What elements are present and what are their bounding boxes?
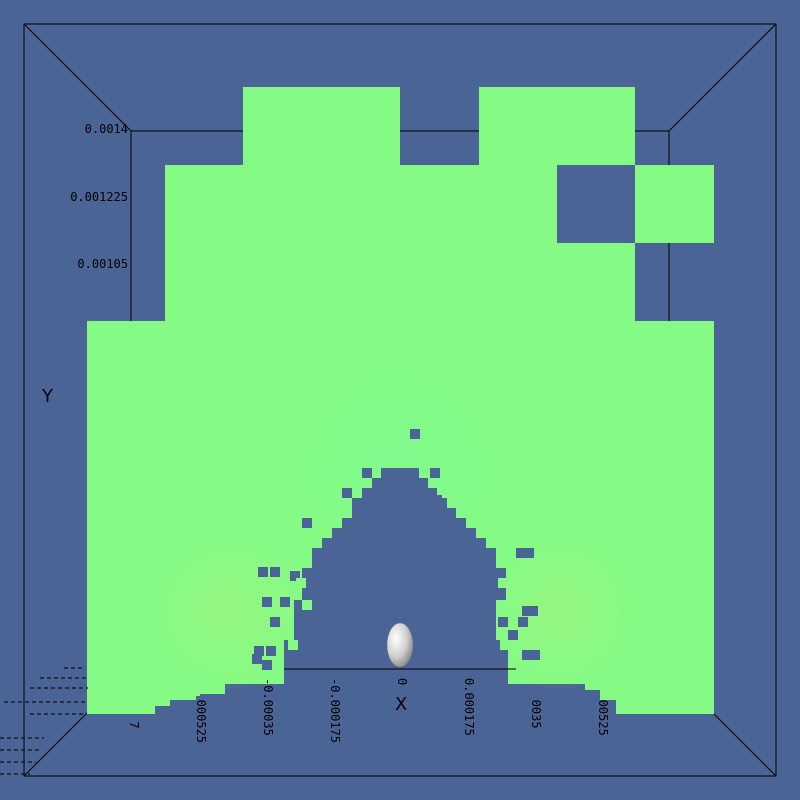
field-speckle bbox=[296, 578, 306, 588]
y-axis-title: Y bbox=[42, 386, 53, 407]
field-void-speckle bbox=[518, 617, 528, 627]
field-void-speckle bbox=[516, 548, 526, 558]
field-speckles bbox=[196, 429, 540, 706]
x-tick-label: -0.000175 bbox=[328, 678, 342, 744]
x-axis-title: X bbox=[395, 694, 408, 715]
field-void-speckle bbox=[522, 606, 532, 616]
field-speckle bbox=[296, 548, 306, 558]
field-void-speckle bbox=[208, 696, 218, 706]
field-void-speckle bbox=[196, 696, 206, 706]
field-speckle bbox=[496, 600, 506, 610]
field-speckle bbox=[288, 640, 298, 650]
volume-field-region bbox=[87, 87, 714, 714]
field-void-speckle bbox=[252, 654, 262, 664]
x-tick-label: -0.00035 bbox=[261, 678, 275, 736]
y-tick-label: 0.0014 bbox=[84, 122, 128, 136]
y-tick-label: 0.00105 bbox=[77, 257, 128, 271]
field-void-speckle bbox=[530, 650, 540, 660]
field-void-speckle bbox=[254, 646, 264, 656]
field-void-speckle bbox=[342, 488, 352, 498]
field-void-speckle bbox=[432, 495, 442, 505]
field-void-speckle bbox=[266, 646, 276, 656]
field-void-speckle bbox=[524, 548, 534, 558]
field-void-speckle bbox=[410, 429, 420, 439]
field-void-speckle bbox=[262, 597, 272, 607]
field-void-speckle bbox=[450, 518, 460, 528]
field-void-speckle bbox=[498, 617, 508, 627]
field-void-block bbox=[557, 165, 635, 243]
field-void-speckle bbox=[508, 630, 518, 640]
field-speckle bbox=[500, 640, 510, 650]
droplet-glyph[interactable] bbox=[386, 622, 414, 668]
field-void-speckle bbox=[302, 518, 312, 528]
field-speckle bbox=[282, 624, 292, 634]
axes-triad-icon bbox=[0, 667, 88, 775]
field-void-speckle bbox=[522, 650, 532, 660]
field-void-speckle bbox=[486, 617, 496, 627]
field-void-speckle bbox=[290, 571, 300, 581]
field-speckle bbox=[498, 578, 508, 588]
field-void-speckle bbox=[528, 606, 538, 616]
field-void-speckle bbox=[352, 498, 362, 508]
y-tick-label: 0.001225 bbox=[70, 190, 128, 204]
field-speckle bbox=[508, 608, 518, 618]
field-void-speckle bbox=[270, 567, 280, 577]
field-void-speckle bbox=[262, 660, 272, 670]
field-void-speckle bbox=[280, 597, 290, 607]
x-tick-label: 0 bbox=[395, 678, 409, 686]
field-void-speckle bbox=[258, 567, 268, 577]
field-void-speckle bbox=[362, 468, 372, 478]
field-tint-halo bbox=[480, 532, 640, 692]
field-void-speckle bbox=[270, 617, 280, 627]
field-void-speckle bbox=[430, 468, 440, 478]
x-tick-label: 0.000175 bbox=[462, 678, 476, 736]
field-speckle bbox=[302, 600, 312, 610]
